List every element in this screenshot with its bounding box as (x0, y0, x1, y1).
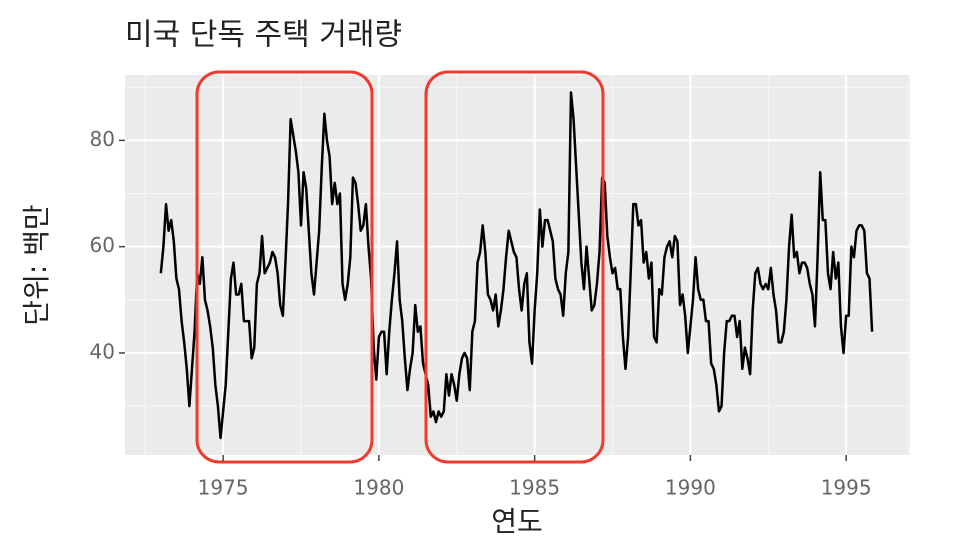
y-tick-label: 40 (90, 339, 115, 363)
x-tick-label: 1985 (509, 476, 560, 500)
y-axis-label: 단위: 백만 (20, 204, 53, 325)
plot-area (159, 91, 874, 440)
x-axis-label: 연도 (491, 505, 543, 538)
x-tick-label: 1990 (665, 476, 716, 500)
series-line (159, 91, 874, 440)
y-tick-label: 60 (90, 233, 115, 257)
x-tick-label: 1975 (198, 476, 249, 500)
y-tick-label: 80 (90, 127, 115, 151)
highlight-box (424, 70, 605, 464)
x-tick-label: 1995 (821, 476, 872, 500)
chart-title: 미국 단독 주택 거래량 (125, 18, 402, 53)
highlight-box (195, 70, 374, 464)
x-tick-label: 1980 (353, 476, 404, 500)
